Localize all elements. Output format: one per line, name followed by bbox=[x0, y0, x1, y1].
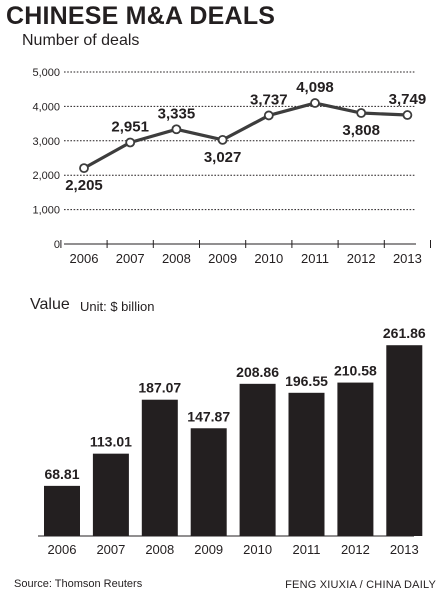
data-point bbox=[79, 163, 89, 174]
y-tick-label: 3,000 bbox=[32, 136, 60, 148]
data-label: 3,808 bbox=[342, 122, 380, 139]
x-tick-label: 2007 bbox=[116, 251, 145, 266]
y-tick-label: 0 bbox=[54, 239, 60, 251]
x-tick-label: 2006 bbox=[70, 251, 99, 266]
bar bbox=[92, 453, 129, 536]
line-chart-title: Number of deals bbox=[22, 32, 140, 49]
bar-chart-unit: Unit: $ billion bbox=[80, 299, 155, 314]
credit-note: FENG XIUXIA / CHINA DAILY bbox=[285, 579, 436, 591]
y-tick-label: 4,000 bbox=[32, 101, 60, 113]
data-label: 3,027 bbox=[204, 149, 242, 166]
data-point bbox=[356, 108, 367, 118]
y-tick-label: 2,000 bbox=[32, 170, 60, 182]
data-label: 68.81 bbox=[44, 466, 79, 482]
y-tick-label: 5,000 bbox=[32, 67, 60, 79]
data-label: 2,205 bbox=[65, 177, 103, 194]
x-tick-label: 2008 bbox=[145, 542, 174, 557]
x-tick-label: 2012 bbox=[341, 542, 370, 557]
data-point bbox=[217, 134, 228, 145]
data-point bbox=[171, 124, 182, 135]
x-tick-label: 2012 bbox=[347, 251, 376, 266]
bar bbox=[141, 399, 178, 536]
bar-chart: 68.81 113.01 187.07 147.87 208.86 196.55 210.5… bbox=[38, 325, 426, 557]
x-tick-label: 2010 bbox=[254, 251, 283, 266]
bar bbox=[337, 382, 374, 536]
data-label: 113.01 bbox=[90, 434, 132, 450]
bar bbox=[44, 485, 80, 536]
bar bbox=[190, 428, 227, 536]
data-point bbox=[125, 137, 136, 148]
x-tick-label: 2009 bbox=[208, 251, 237, 266]
data-label: 147.87 bbox=[187, 408, 230, 424]
data-point bbox=[402, 110, 413, 120]
data-label: 4,098 bbox=[296, 79, 334, 96]
bar-chart-title: Value bbox=[30, 296, 70, 313]
x-tick-label: 2013 bbox=[393, 251, 422, 266]
line-chart-y-tick-labels: 0 1,000 2,000 3,000 4,000 5,000 bbox=[32, 67, 60, 251]
bar bbox=[288, 392, 325, 536]
data-label: 3,335 bbox=[158, 105, 196, 122]
line-chart-series bbox=[79, 98, 413, 174]
line-chart-x-tick-labels: 2006 2007 2008 2009 2010 2011 2012 2013 bbox=[70, 251, 422, 266]
data-label: 261.86 bbox=[383, 325, 426, 341]
bar bbox=[386, 345, 423, 536]
x-tick-label: 2010 bbox=[243, 542, 272, 557]
data-label: 2,951 bbox=[111, 118, 149, 135]
data-point bbox=[263, 110, 274, 121]
x-tick-label: 2009 bbox=[194, 542, 223, 557]
x-tick-label: 2013 bbox=[390, 542, 419, 557]
data-label: 3,749 bbox=[389, 91, 427, 108]
bar-chart-x-tick-labels: 2006 2007 2008 2009 2010 2011 2012 2013 bbox=[48, 542, 419, 557]
source-note: Source: Thomson Reuters bbox=[14, 578, 143, 590]
x-tick-label: 2008 bbox=[162, 251, 191, 266]
x-tick-label: 2006 bbox=[48, 542, 77, 557]
data-label: 3,737 bbox=[250, 91, 288, 108]
data-point bbox=[310, 98, 320, 108]
line-chart-gridlines bbox=[60, 71, 431, 248]
data-label: 187.07 bbox=[138, 380, 181, 396]
bar-chart-bars bbox=[38, 345, 423, 537]
data-label: 208.86 bbox=[236, 364, 279, 380]
data-label: 196.55 bbox=[285, 373, 328, 389]
x-tick-label: 2007 bbox=[96, 542, 125, 557]
x-tick-label: 2011 bbox=[301, 251, 329, 266]
x-tick-label: 2011 bbox=[293, 542, 321, 557]
data-label: 210.58 bbox=[334, 363, 377, 379]
y-tick-label: 1,000 bbox=[32, 205, 60, 217]
bar bbox=[239, 383, 276, 536]
bar-chart-data-labels: 68.81 113.01 187.07 147.87 208.86 196.55 210.5… bbox=[44, 325, 425, 482]
deals-line bbox=[83, 101, 408, 170]
line-chart-data-labels: 2,205 2,951 3,335 3,027 3,737 4,098 3,808 3,749 bbox=[65, 79, 426, 194]
page-title: CHINESE M&A DEALS bbox=[6, 2, 276, 30]
